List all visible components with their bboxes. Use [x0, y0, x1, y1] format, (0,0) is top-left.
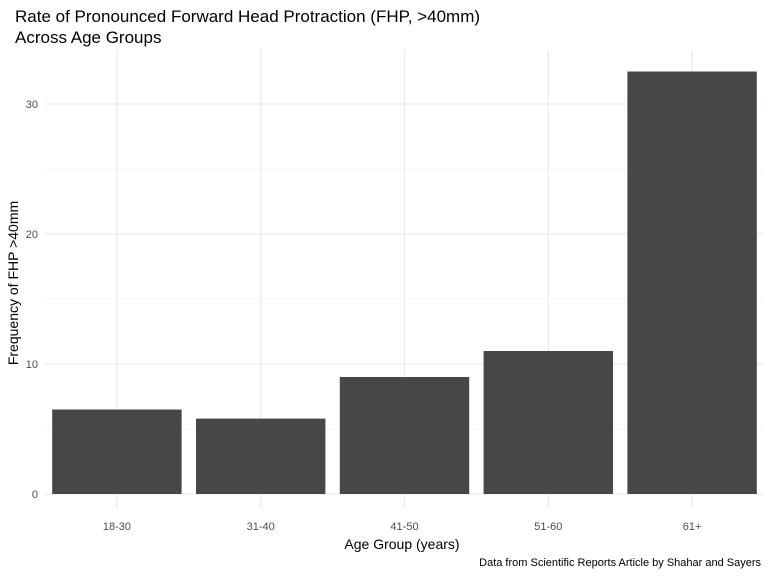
bar-41-50 [339, 377, 470, 494]
y-tick-label: 30 [26, 99, 38, 111]
bar-61+ [627, 71, 757, 494]
bar-31-40 [195, 418, 326, 494]
x-axis-ticks: 18-30 31-40 41-50 51-60 61+ [103, 521, 702, 533]
y-tick-label: 20 [26, 229, 38, 241]
chart-subtitle: Across Age Groups [15, 28, 162, 47]
bar-18-30 [52, 409, 182, 494]
x-axis-title: Age Group (years) [344, 536, 459, 552]
chart-title-block: Rate of Pronounced Forward Head Protract… [15, 6, 480, 48]
y-axis-title: Frequency of FHP >40mm [5, 201, 21, 365]
x-tick-label: 51-60 [534, 521, 562, 533]
x-tick-label: 18-30 [103, 521, 131, 533]
bars [52, 71, 757, 494]
x-tick-label: 41-50 [390, 521, 418, 533]
y-tick-label: 10 [26, 359, 38, 371]
bar-51-60 [483, 351, 614, 494]
y-axis-ticks: 0 10 20 30 [26, 99, 38, 501]
x-tick-label: 61+ [683, 521, 702, 533]
y-tick-label: 0 [32, 489, 38, 501]
chart-caption: Data from Scientific Reports Article by … [479, 557, 761, 569]
chart-title: Rate of Pronounced Forward Head Protract… [15, 7, 481, 26]
x-tick-label: 31-40 [247, 521, 275, 533]
